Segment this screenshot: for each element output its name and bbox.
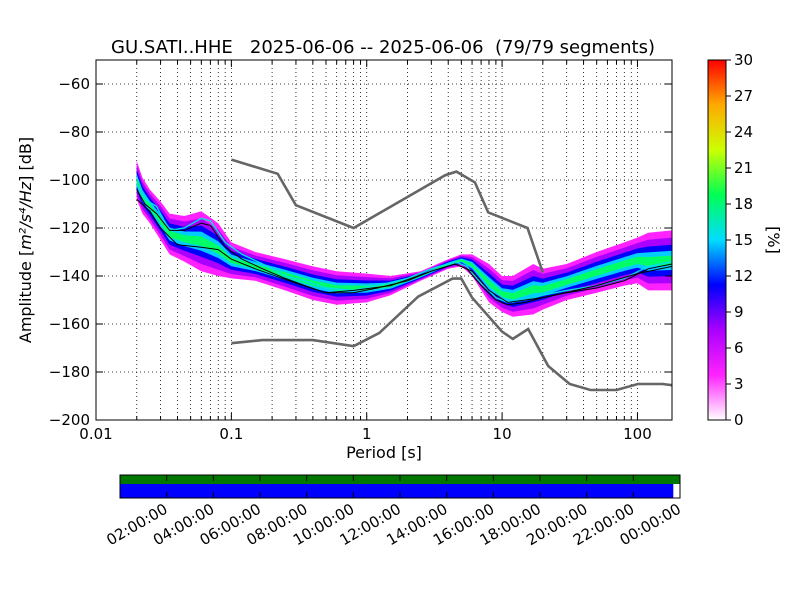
x-tick-label: 10 bbox=[493, 425, 512, 443]
y-tick-label: −60 bbox=[58, 75, 90, 93]
y-axis-ticks: −60 −80 −100 −120 −140 −160 −180 −200 bbox=[49, 75, 672, 429]
x-axis-ticks: 0.01 0.1 1 10 100 bbox=[79, 60, 652, 443]
colorbar-tick-label: 3 bbox=[734, 375, 744, 393]
mode-curve bbox=[136, 184, 672, 304]
y-axis-label: Amplitude [m²/s⁴/Hz] [dB] bbox=[16, 137, 35, 343]
colorbar-tick-label: 27 bbox=[734, 87, 753, 105]
colorbar-tick-label: 9 bbox=[734, 303, 744, 321]
low-noise-model bbox=[231, 277, 672, 392]
colorbar-gradient bbox=[707, 59, 727, 421]
y-tick-label: −160 bbox=[49, 315, 90, 333]
x-tick-label: 0.1 bbox=[219, 425, 243, 443]
colorbar-tick-label: 24 bbox=[734, 123, 753, 141]
y-tick-label: −140 bbox=[49, 267, 90, 285]
colorbar-tick-label: 15 bbox=[734, 231, 753, 249]
y-tick-label: −80 bbox=[58, 123, 90, 141]
plot-frame bbox=[95, 59, 673, 421]
y-tick-label: −200 bbox=[49, 411, 90, 429]
y-tick-label: −100 bbox=[49, 171, 90, 189]
plot-area: 0.01 0.1 1 10 100 −60 −80 −100 −120 −140 −160 −180… bbox=[49, 59, 673, 443]
x-tick-label: 1 bbox=[362, 425, 372, 443]
colorbar-tick-label: 18 bbox=[734, 195, 753, 213]
psd-curves bbox=[136, 158, 672, 392]
colorbar: 0 3 6 9 12 15 18 21 24 27 30 [%] bbox=[707, 51, 783, 429]
x-tick-label: 100 bbox=[623, 425, 652, 443]
colorbar-tick-label: 30 bbox=[734, 51, 753, 69]
y-axis-label-prefix: Amplitude [ bbox=[16, 250, 35, 343]
psd-coverage-strip bbox=[120, 484, 674, 498]
colorbar-ticks: 0 3 6 9 12 15 18 21 24 27 30 bbox=[726, 51, 753, 429]
colorbar-tick-label: 6 bbox=[734, 339, 744, 357]
chart-title: GU.SATI..HHE 2025-06-06 -- 2025-06-06 (7… bbox=[111, 37, 655, 58]
colorbar-tick-label: 0 bbox=[734, 411, 744, 429]
high-noise-model bbox=[231, 158, 545, 273]
colorbar-tick-label: 12 bbox=[734, 267, 753, 285]
y-axis-label-suffix: ] [dB] bbox=[16, 137, 35, 182]
colorbar-tick-label: 21 bbox=[734, 159, 753, 177]
y-tick-label: −180 bbox=[49, 363, 90, 381]
x-axis-label: Period [s] bbox=[346, 443, 422, 462]
y-axis-label-unit: m²/s⁴/Hz bbox=[16, 181, 35, 250]
colorbar-label: [%] bbox=[764, 226, 783, 254]
median-curve bbox=[136, 198, 672, 303]
time-coverage-bar: 02:00:0004:00:0006:00:0008:00:0010:00:00… bbox=[103, 474, 684, 549]
x-tick-label: 0.01 bbox=[79, 425, 112, 443]
y-tick-label: −120 bbox=[49, 219, 90, 237]
